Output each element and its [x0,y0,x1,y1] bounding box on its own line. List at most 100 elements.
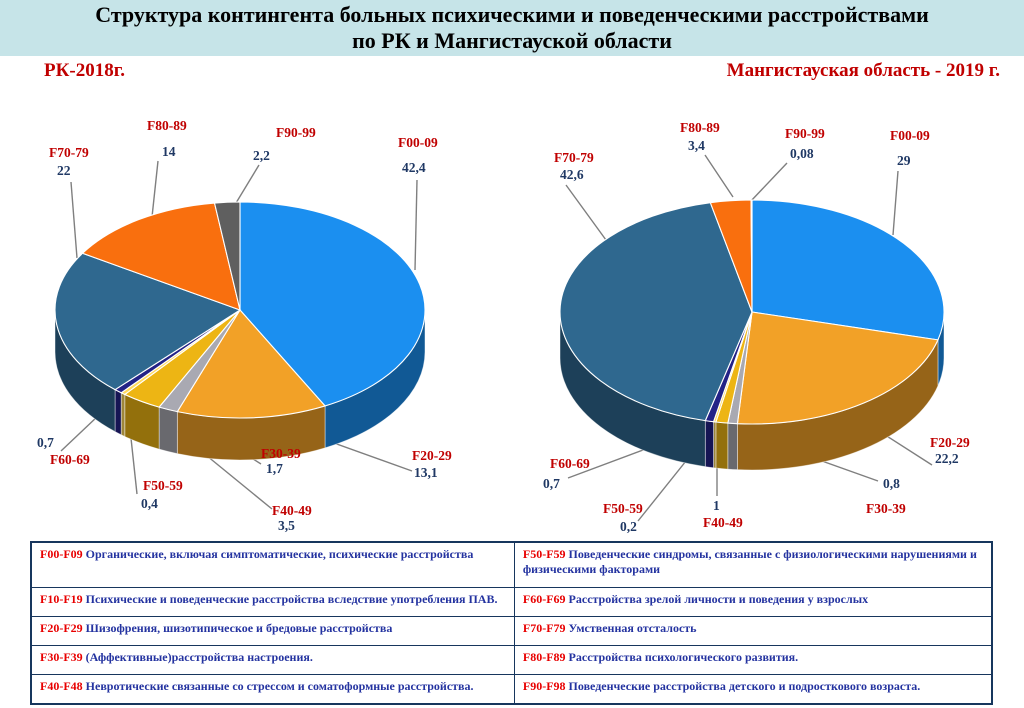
pie-side-F50-59 [120,392,126,438]
slice-label-value-F90-99: 2,2 [253,148,270,163]
legend-table: F00-F09 Органические, включая симптомати… [30,541,993,705]
slice-label-code-F80-89: F80-89 [147,118,187,133]
legend-code: F60-F69 [522,592,569,606]
slice-label-value-F00-09: 29 [897,153,911,168]
slice-label-value-F40-49: 3,5 [278,518,295,533]
legend-row: F30-F39 (Аффективные)расстройства настро… [30,645,993,675]
slice-label-value-F30-39: 1,7 [266,461,283,476]
slice-label-value-F80-89: 14 [162,144,176,159]
legend-cell-F90-F98: F90-F98 Поведенческие расстройства детск… [513,674,993,705]
legend-text: Психические и поведенческие расстройства… [85,592,498,606]
slide-title: Структура контингента больных психически… [0,2,1024,54]
slice-label-code-F00-09: F00-09 [890,128,930,143]
slice-label-code-F60-69: F60-69 [550,456,590,471]
legend-code: F20-F29 [40,621,86,635]
slice-label-code-F20-29: F20-29 [412,448,452,463]
pie-side-F60-69 [114,388,122,436]
legend-cell-F50-F59: F50-F59 Поведенческие синдромы, связанны… [513,541,993,588]
pie-slice-F70-79 [54,252,242,391]
legend-code: F10-F19 [40,592,86,606]
header-band: Структура контингента больных психически… [0,0,1024,56]
leader-line-F90-99 [749,162,788,203]
slice-label-value-F80-89: 3,4 [688,138,705,153]
pie-side-F30-39 [727,422,738,471]
legend-text: Умственная отсталость [568,621,697,635]
leader-line-F90-99 [235,164,260,204]
slice-label-code-F50-59: F50-59 [603,501,643,516]
slice-label-value-F60-69: 0,7 [543,476,560,491]
slide-title-line1: Структура контингента больных психически… [95,2,929,27]
pie-chart-rk-2018: F00-09 42,4 F20-29 13,1 F30-39 1,7 F40-49 3,5 F5… [25,95,510,545]
legend-text: Расстройства психологического развития. [568,650,799,664]
legend-row: F20-F29 Шизофрения, шизотипическое и бре… [30,616,993,646]
legend-text: Шизофрения, шизотипическое и бредовые ра… [85,621,393,635]
pie-slice-F80-89 [81,202,241,311]
slice-label-code-F00-09: F00-09 [398,135,438,150]
leader-line-F70-79 [565,184,607,241]
pie-slice-F00-09 [751,199,945,341]
pie-chart-mangistau-2019: F00-09 29 F20-29 22,2 F30-39 0,8 F40-49 1 F50-59… [520,95,1020,545]
pie-slice-F00-09 [239,201,426,407]
slice-label-value-F30-39: 0,8 [883,476,900,491]
legend-row: F40-F48 Невротические связанные со стрес… [30,674,993,705]
leader-line-F80-89 [704,154,734,198]
legend-cell-F60-F69: F60-F69 Расстройства зрелой личности и п… [513,587,993,617]
chart-title-right: Мангистауская область - 2019 г. [726,60,1000,81]
pie-slice-F90-99 [750,199,753,313]
legend-cell-F80-F89: F80-F89 Расстройства психологического ра… [513,645,993,675]
slice-label-code-F30-39: F30-39 [261,446,301,461]
slice-label-code-F90-99: F90-99 [785,126,825,141]
slice-label-value-F60-69: 0,7 [37,435,54,450]
legend-row: F10-F19 Психические и поведенческие расс… [30,587,993,617]
legend-code: F80-F89 [522,650,569,664]
slide-title-line2: по РК и Мангистауской области [352,28,672,53]
pie-slice-F90-99 [213,201,241,311]
slice-label-value-F90-99: 0,08 [790,146,814,161]
legend-cell-F40-F48: F40-F48 Невротические связанные со стрес… [30,674,515,705]
pie-side-F40-49 [715,421,729,470]
slice-label-code-F70-79: F70-79 [49,145,89,160]
slice-label-code-F40-49: F40-49 [703,515,743,530]
legend-text: Органические, включая симптоматические, … [85,547,474,561]
legend-cell-F30-F39: F30-F39 (Аффективные)расстройства настро… [30,645,515,675]
legend-text: (Аффективные)расстройства настроения. [85,650,313,664]
chart-title-left: РК-2018г. [44,60,125,81]
slice-label-code-F30-39: F30-39 [866,501,906,516]
legend-text: Поведенческие расстройства детского и по… [568,679,921,693]
leader-line-F70-79 [70,181,78,259]
slice-label-value-F00-09: 42,4 [402,160,426,175]
pie-svg-left [54,160,426,510]
legend-code: F30-F39 [40,650,86,664]
slice-label-value-F50-59: 0,2 [620,519,637,534]
pie-slice-F70-79 [559,202,753,422]
slice-label-value-F20-29: 13,1 [414,465,438,480]
slice-label-code-F80-89: F80-89 [680,120,720,135]
pie-side-F60-69 [704,420,714,469]
slice-label-code-F60-69: F60-69 [50,452,90,467]
slice-label-value-F20-29: 22,2 [935,451,959,466]
legend-cell-F00-F09: F00-F09 Органические, включая симптомати… [30,541,515,588]
legend-code: F70-F79 [522,621,569,635]
legend-code: F50-F59 [522,547,569,561]
legend-code: F40-F48 [40,679,86,693]
leader-line-F00-09 [414,179,418,271]
slice-label-code-F90-99: F90-99 [276,125,316,140]
slice-label-code-F20-29: F20-29 [930,435,970,450]
slice-label-code-F40-49: F40-49 [272,503,312,518]
slice-label-value-F40-49: 1 [713,498,720,513]
leader-line-F00-09 [892,170,899,236]
slice-label-value-F50-59: 0,4 [141,496,158,511]
slice-label-code-F70-79: F70-79 [554,150,594,165]
legend-code: F90-F98 [522,679,569,693]
leader-line-F80-89 [151,160,159,218]
slice-label-value-F70-79: 42,6 [560,167,584,182]
pie-slice-F20-29 [176,309,327,419]
legend-text: Невротические связанные со стрессом и со… [85,679,474,693]
pie-slice-F20-29 [736,311,939,425]
pie-svg-right [559,154,945,522]
legend-code: F00-F09 [40,547,86,561]
legend-cell-F70-F79: F70-F79 Умственная отсталость [513,616,993,646]
legend-cell-F20-F29: F20-F29 Шизофрения, шизотипическое и бре… [30,616,515,646]
slice-label-code-F50-59: F50-59 [143,478,183,493]
